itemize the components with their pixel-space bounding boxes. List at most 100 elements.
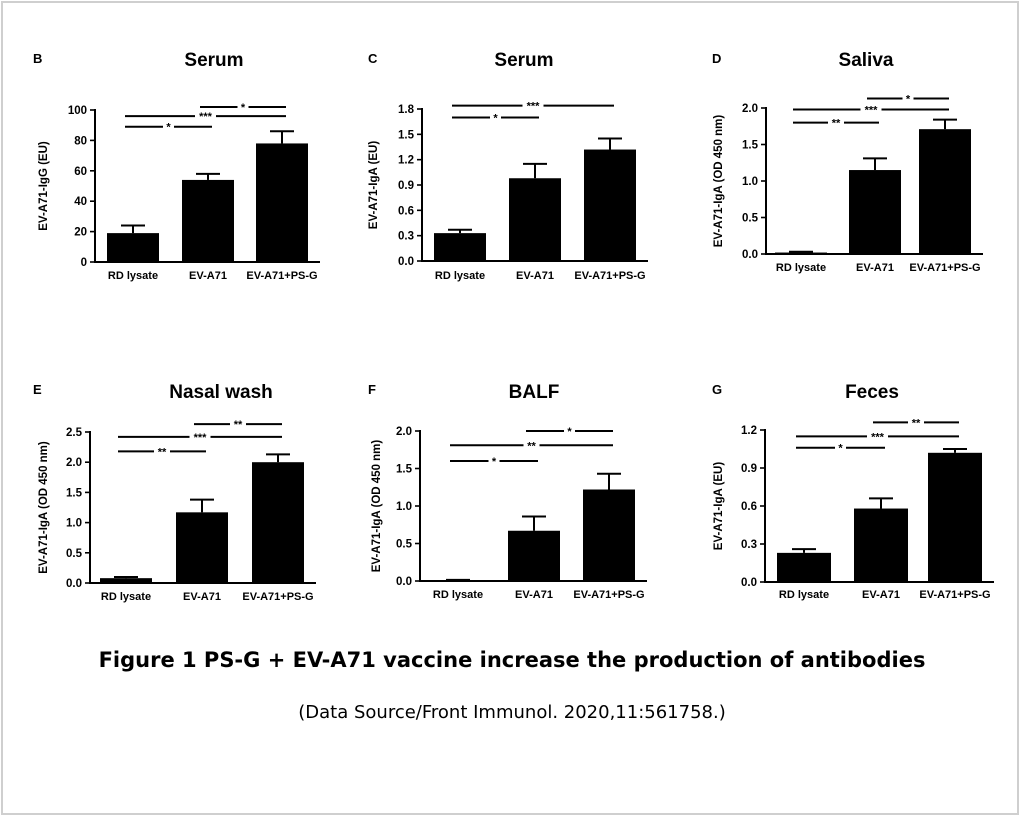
y-tick-label: 1.5 [66,487,83,499]
x-category-label: RD lysate [776,262,826,274]
y-tick-label: 0.0 [396,576,412,588]
bar-rd-lysate [100,578,152,583]
x-category-label: EV-A71+PS-G [574,270,645,282]
panel-title: Feces [845,382,899,403]
significance-gap [163,122,174,131]
bar-ev-a71-ps-g [928,452,982,582]
significance-label: ** [912,417,921,429]
bar-ev-a71-ps-g [252,462,304,583]
x-category-label: EV-A71+PS-G [242,591,313,603]
y-tick-label: 2.0 [396,426,412,438]
y-tick-label: 1.5 [742,140,759,152]
y-tick-label: 0.9 [741,463,757,475]
y-tick-label: 1.2 [741,425,757,437]
significance-label: * [567,426,572,438]
chart-panel-c: C Serum 0.0 0.3 0.6 0.9 1.2 1.5 1.8 EV-A71-IgA (E… [368,50,648,282]
y-tick-label: 2.0 [66,457,82,469]
significance-gap [860,105,882,114]
significance-label: *** [194,432,208,444]
panel-title: BALF [509,382,560,403]
chart-panel-e: E Nasal wash 0.0 0.5 1.0 1.5 2.0 2.5 EV-A71-IgA … [33,382,316,603]
x-category-label: RD lysate [101,591,151,603]
y-axis-label: EV-A71-IgG (EU) [38,141,50,231]
panel-title: Saliva [839,50,894,71]
x-category-label: RD lysate [433,589,483,601]
y-axis-label: EV-A71-IgA (OD 450 nm) [371,440,383,573]
y-tick-label: 0.6 [741,501,757,513]
significance-gap [490,113,501,122]
panel-letter: C [368,51,378,66]
y-tick-label: 0.3 [741,539,757,551]
x-category-label: EV-A71 [183,591,221,603]
significance-gap [154,447,170,456]
significance-label: ** [832,118,841,130]
y-tick-label: 1.0 [66,518,82,530]
x-category-label: EV-A71 [856,262,894,274]
y-tick-label: 2.0 [742,103,758,115]
y-tick-label: 2.5 [66,427,83,439]
y-tick-label: 0.5 [742,213,759,225]
y-tick-label: 1.8 [398,104,415,116]
bar-rd-lysate [107,233,159,262]
y-tick-label: 0.0 [742,249,758,261]
y-tick-label: 0.9 [398,180,414,192]
figure-caption-source: (Data Source/Front Immunol. 2020,11:5617… [298,702,726,723]
significance-label: *** [871,431,885,443]
panel-title: Serum [494,50,553,71]
y-tick-label: 0.0 [66,578,82,590]
y-tick-label: 1.0 [396,501,412,513]
y-tick-label: 20 [74,227,87,239]
significance-label: *** [865,104,879,116]
significance-label: ** [527,440,536,452]
significance-label: * [906,94,911,106]
significance-gap [230,420,246,429]
significance-label: * [241,102,246,114]
bar-ev-a71-ps-g [919,129,971,254]
significance-gap [902,94,914,103]
x-category-label: EV-A71 [862,589,900,601]
panel-title: Serum [184,50,243,71]
y-tick-label: 0 [81,257,87,269]
significance-gap [195,112,216,121]
y-axis-label: EV-A71-IgA (EU) [713,462,725,551]
bar-ev-a71-ps-g [256,143,308,262]
significance-gap [189,432,211,441]
bar-ev-a71 [849,170,901,254]
x-category-label: RD lysate [779,589,829,601]
bar-ev-a71 [182,179,234,262]
y-tick-label: 1.5 [398,129,415,141]
significance-gap [237,102,249,111]
x-category-label: EV-A71+PS-G [573,589,644,601]
y-tick-label: 60 [74,166,87,178]
x-category-label: EV-A71 [189,270,227,282]
significance-gap [522,101,544,110]
significance-label: ** [234,419,243,431]
significance-gap [488,457,500,465]
x-category-label: RD lysate [435,270,485,282]
y-tick-label: 0.6 [398,205,414,217]
significance-label: ** [158,446,167,458]
x-category-label: EV-A71 [516,270,554,282]
significance-gap [564,427,575,435]
bar-ev-a71 [508,530,560,581]
significance-label: * [493,112,498,124]
y-axis-label: EV-A71-IgA (EU) [368,141,380,230]
bar-ev-a71-ps-g [584,149,636,261]
panel-letter: E [33,382,42,397]
significance-label: * [838,443,843,455]
significance-label: *** [527,101,541,113]
bar-rd-lysate [432,580,484,582]
significance-gap [835,443,846,452]
significance-gap [828,118,844,127]
y-tick-label: 40 [74,196,87,208]
y-tick-label: 1.5 [396,464,413,476]
significance-label: * [166,122,171,134]
y-tick-label: 0.5 [66,548,83,560]
x-category-label: EV-A71+PS-G [909,262,980,274]
bar-ev-a71 [176,512,228,583]
bar-ev-a71 [509,178,561,261]
x-category-label: EV-A71+PS-G [246,270,317,282]
y-tick-label: 0.3 [398,231,414,243]
bar-rd-lysate [434,233,486,261]
